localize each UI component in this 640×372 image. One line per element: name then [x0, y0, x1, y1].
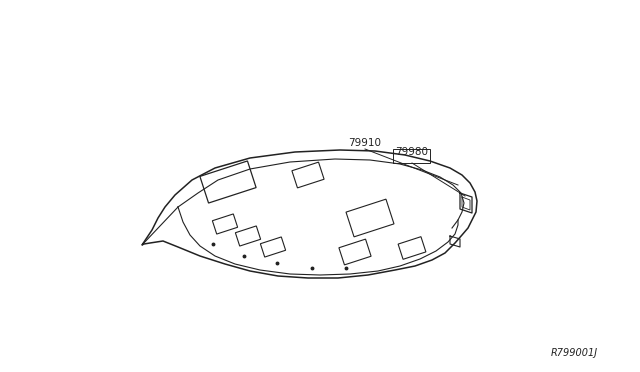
- Text: R799001J: R799001J: [551, 348, 598, 358]
- Text: 79910: 79910: [348, 138, 381, 148]
- Text: 79980: 79980: [395, 147, 428, 157]
